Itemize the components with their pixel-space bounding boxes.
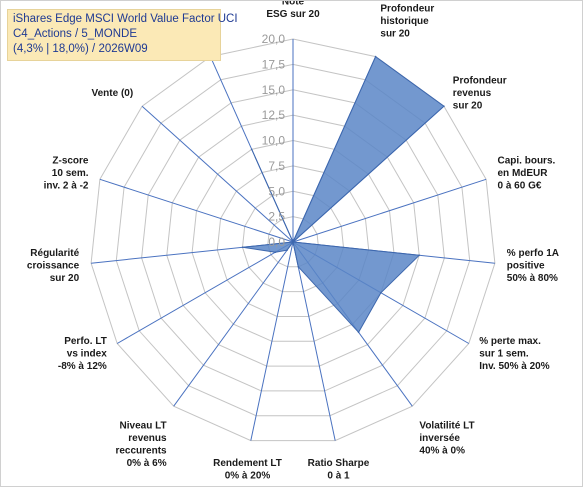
- grid-ring: [216, 165, 370, 317]
- tick-label: 7,5: [268, 159, 285, 173]
- chart-title-box: iShares Edge MSCI World Value Factor UCI…: [7, 9, 238, 61]
- axis-spoke: [292, 178, 487, 243]
- data-point: [418, 254, 421, 257]
- data-point: [297, 266, 300, 268]
- axis-label: Note ESG sur 20: [266, 1, 320, 20]
- axis-spoke: [173, 241, 294, 407]
- tick-label: 17,5: [262, 57, 286, 71]
- data-point: [380, 292, 382, 294]
- axis-spoke: [292, 241, 336, 441]
- tick-label: 15,0: [262, 83, 286, 97]
- grid-ring: [267, 216, 319, 268]
- axis-label: Z-score 10 sem. inv. 2 à -2: [44, 156, 89, 192]
- axis-label: % perfo 1A positive 50% à 80%: [507, 248, 559, 284]
- data-point: [357, 331, 360, 334]
- data-point: [250, 148, 253, 151]
- tick-label: 12,5: [262, 108, 286, 122]
- grid-ring: [241, 190, 345, 293]
- axis-label: Niveau LT revenus reccurents 0% à 6%: [115, 420, 167, 469]
- axis-spoke: [99, 178, 294, 243]
- tick-label: 20,0: [262, 32, 286, 46]
- data-point: [443, 105, 445, 107]
- axis-spoke: [141, 105, 294, 243]
- axis-label: Vente (0): [92, 88, 134, 99]
- grid-ring: [90, 38, 496, 442]
- tick-label: 5,0: [268, 184, 285, 198]
- axis-label: Régularité croissance sur 20: [27, 248, 80, 284]
- chart-title-line-1: iShares Edge MSCI World Value Factor UCI: [13, 13, 238, 25]
- axis-label: Capi. bours. en MdEUR 0 à 60 G€: [498, 156, 556, 192]
- data-point: [374, 55, 377, 58]
- grid-ring: [191, 139, 395, 342]
- axis-label: Profondeur historique sur 20: [380, 3, 434, 39]
- axis-spoke: [116, 241, 294, 344]
- grid-ring: [141, 89, 445, 392]
- axis-label: Profondeur revenus sur 20: [453, 75, 507, 111]
- grid-ring: [166, 114, 420, 367]
- data-point: [274, 251, 277, 253]
- data-point: [286, 249, 288, 251]
- axis-label: Volatilité LT inversée 40% à 0%: [419, 420, 474, 456]
- grid-ring: [115, 63, 471, 417]
- data-point: [241, 246, 244, 249]
- chart-title-line-2: C4_Actions / 5_MONDE: [13, 28, 137, 40]
- axis-label: Ratio Sharpe 0 à 1: [308, 458, 370, 482]
- data-point: [292, 241, 294, 243]
- axis-spoke: [250, 241, 294, 441]
- tick-label: 0,0: [268, 235, 285, 249]
- axis-label: % perte max. sur 1 sem. Inv. 50% à 20%: [479, 336, 550, 372]
- axis-label: Rendement LT 0% à 20%: [213, 458, 282, 482]
- tick-label: 10,0: [262, 134, 286, 148]
- tick-label: 2,5: [268, 210, 285, 224]
- chart-title-line-3: (4,3% | 18,0%) / 2026W09: [13, 43, 148, 55]
- axis-label: Perfo. LT vs index -8% à 12%: [58, 336, 107, 372]
